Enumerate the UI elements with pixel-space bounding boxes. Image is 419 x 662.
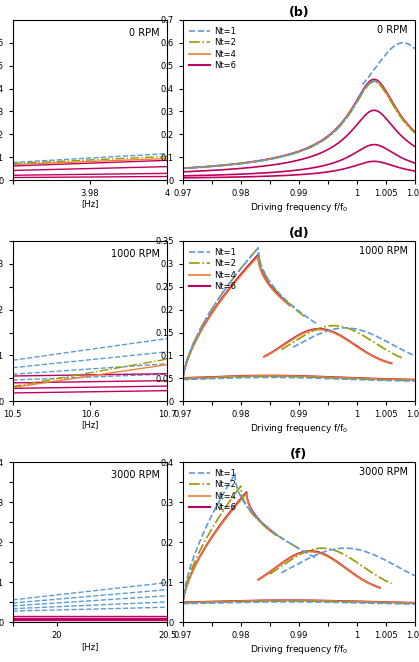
- Title: (d): (d): [288, 227, 309, 240]
- Legend: Nt=1, Nt=2, Nt=4, Nt=6: Nt=1, Nt=2, Nt=4, Nt=6: [187, 24, 239, 73]
- X-axis label: Driving frequency f/f$_0$: Driving frequency f/f$_0$: [250, 422, 348, 435]
- X-axis label: [Hz]: [Hz]: [81, 641, 98, 651]
- X-axis label: Driving frequency f/f$_0$: Driving frequency f/f$_0$: [250, 643, 348, 656]
- Text: 3000 RPM: 3000 RPM: [359, 467, 408, 477]
- Title: (f): (f): [290, 448, 308, 461]
- X-axis label: [Hz]: [Hz]: [81, 199, 98, 209]
- X-axis label: [Hz]: [Hz]: [81, 420, 98, 430]
- Text: 0 RPM: 0 RPM: [129, 28, 160, 38]
- Text: 0 RPM: 0 RPM: [377, 24, 408, 34]
- Legend: Nt=1, Nt=2, Nt=4, Nt=6: Nt=1, Nt=2, Nt=4, Nt=6: [187, 466, 239, 515]
- X-axis label: Driving frequency f/f$_0$: Driving frequency f/f$_0$: [250, 201, 348, 214]
- Title: (b): (b): [288, 6, 309, 19]
- Legend: Nt=1, Nt=2, Nt=4, Nt=6: Nt=1, Nt=2, Nt=4, Nt=6: [187, 245, 239, 294]
- Text: 3000 RPM: 3000 RPM: [111, 470, 160, 480]
- Text: 1000 RPM: 1000 RPM: [359, 246, 408, 256]
- Text: 1000 RPM: 1000 RPM: [111, 249, 160, 259]
